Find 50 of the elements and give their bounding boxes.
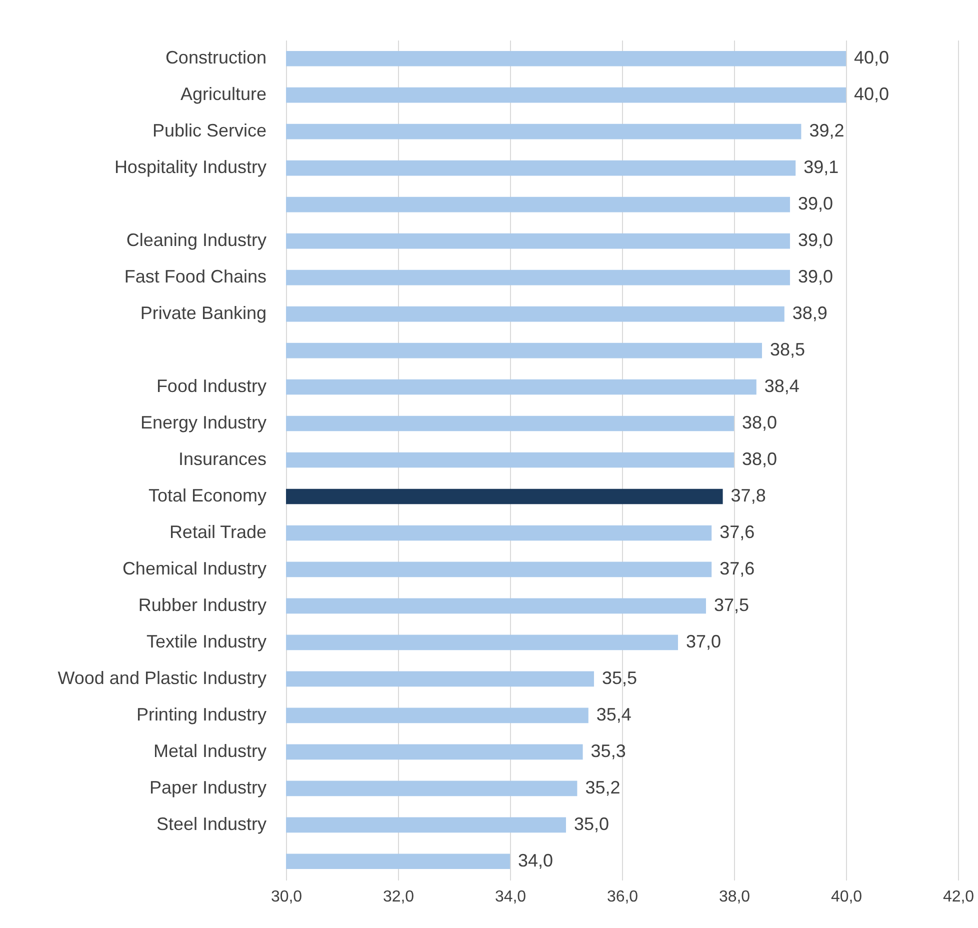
data-label: 38,0 [742,412,778,433]
data-label: 35,5 [602,668,638,688]
data-label: 39,0 [798,230,834,250]
y-tick-label: Printing Industry [136,704,266,724]
y-tick-label: Public Service [152,120,266,141]
y-tick-label: Retail Trade [169,522,266,542]
data-label: 40,0 [854,48,890,68]
y-tick-label: Private Banking [140,303,266,324]
data-label: 38,5 [770,340,806,360]
data-label: 38,9 [792,303,828,324]
y-tick-label: Wood and Plastic Industry [58,668,266,688]
y-tick-label: Hospitality Industry [114,157,266,178]
x-tick-label: 36,0 [606,888,638,906]
y-tick-label: Chemical Industry [122,558,266,578]
data-label: 38,4 [764,376,800,396]
data-label: 37,0 [686,631,722,652]
data-label: 35,4 [596,704,632,724]
y-tick-label: Textile Industry [146,631,266,652]
data-label: 37,8 [730,485,766,506]
y-tick-label: Energy Industry [140,412,266,433]
x-tick-label: 42,0 [942,888,974,906]
y-tick-label: Food Industry [156,376,266,396]
data-label: 35,2 [585,777,620,798]
x-tick-label: 32,0 [382,888,414,906]
data-label: 35,0 [574,814,610,834]
x-tick-label: 34,0 [494,888,526,906]
x-tick-label: 38,0 [718,888,750,906]
y-tick-label: Cleaning Industry [126,230,266,250]
data-label: 34,0 [518,850,554,870]
x-tick-label: 30,0 [270,888,302,906]
data-label: 39,1 [804,157,839,178]
data-label: 39,0 [798,266,834,287]
y-tick-label: Insurances [178,449,266,469]
y-tick-label: Total Economy [148,485,266,506]
data-label: 37,5 [714,594,750,615]
data-label: 35,3 [590,740,626,761]
data-label: 37,6 [720,558,755,578]
y-tick-label: Rubber Industry [138,594,266,615]
y-tick-label: Steel Industry [156,814,266,834]
data-label: 37,6 [720,522,755,542]
y-tick-label: Agriculture [180,84,266,104]
data-label: 39,0 [798,194,834,214]
x-tick-label: 40,0 [830,888,862,906]
data-label: 38,0 [742,449,778,469]
y-tick-label: Paper Industry [149,777,266,798]
y-tick-label: Construction [165,48,266,68]
y-tick-label: Metal Industry [153,740,266,761]
y-tick-label: Fast Food Chains [124,266,266,287]
data-label: 39,2 [809,120,844,141]
data-label: 40,0 [854,84,890,104]
